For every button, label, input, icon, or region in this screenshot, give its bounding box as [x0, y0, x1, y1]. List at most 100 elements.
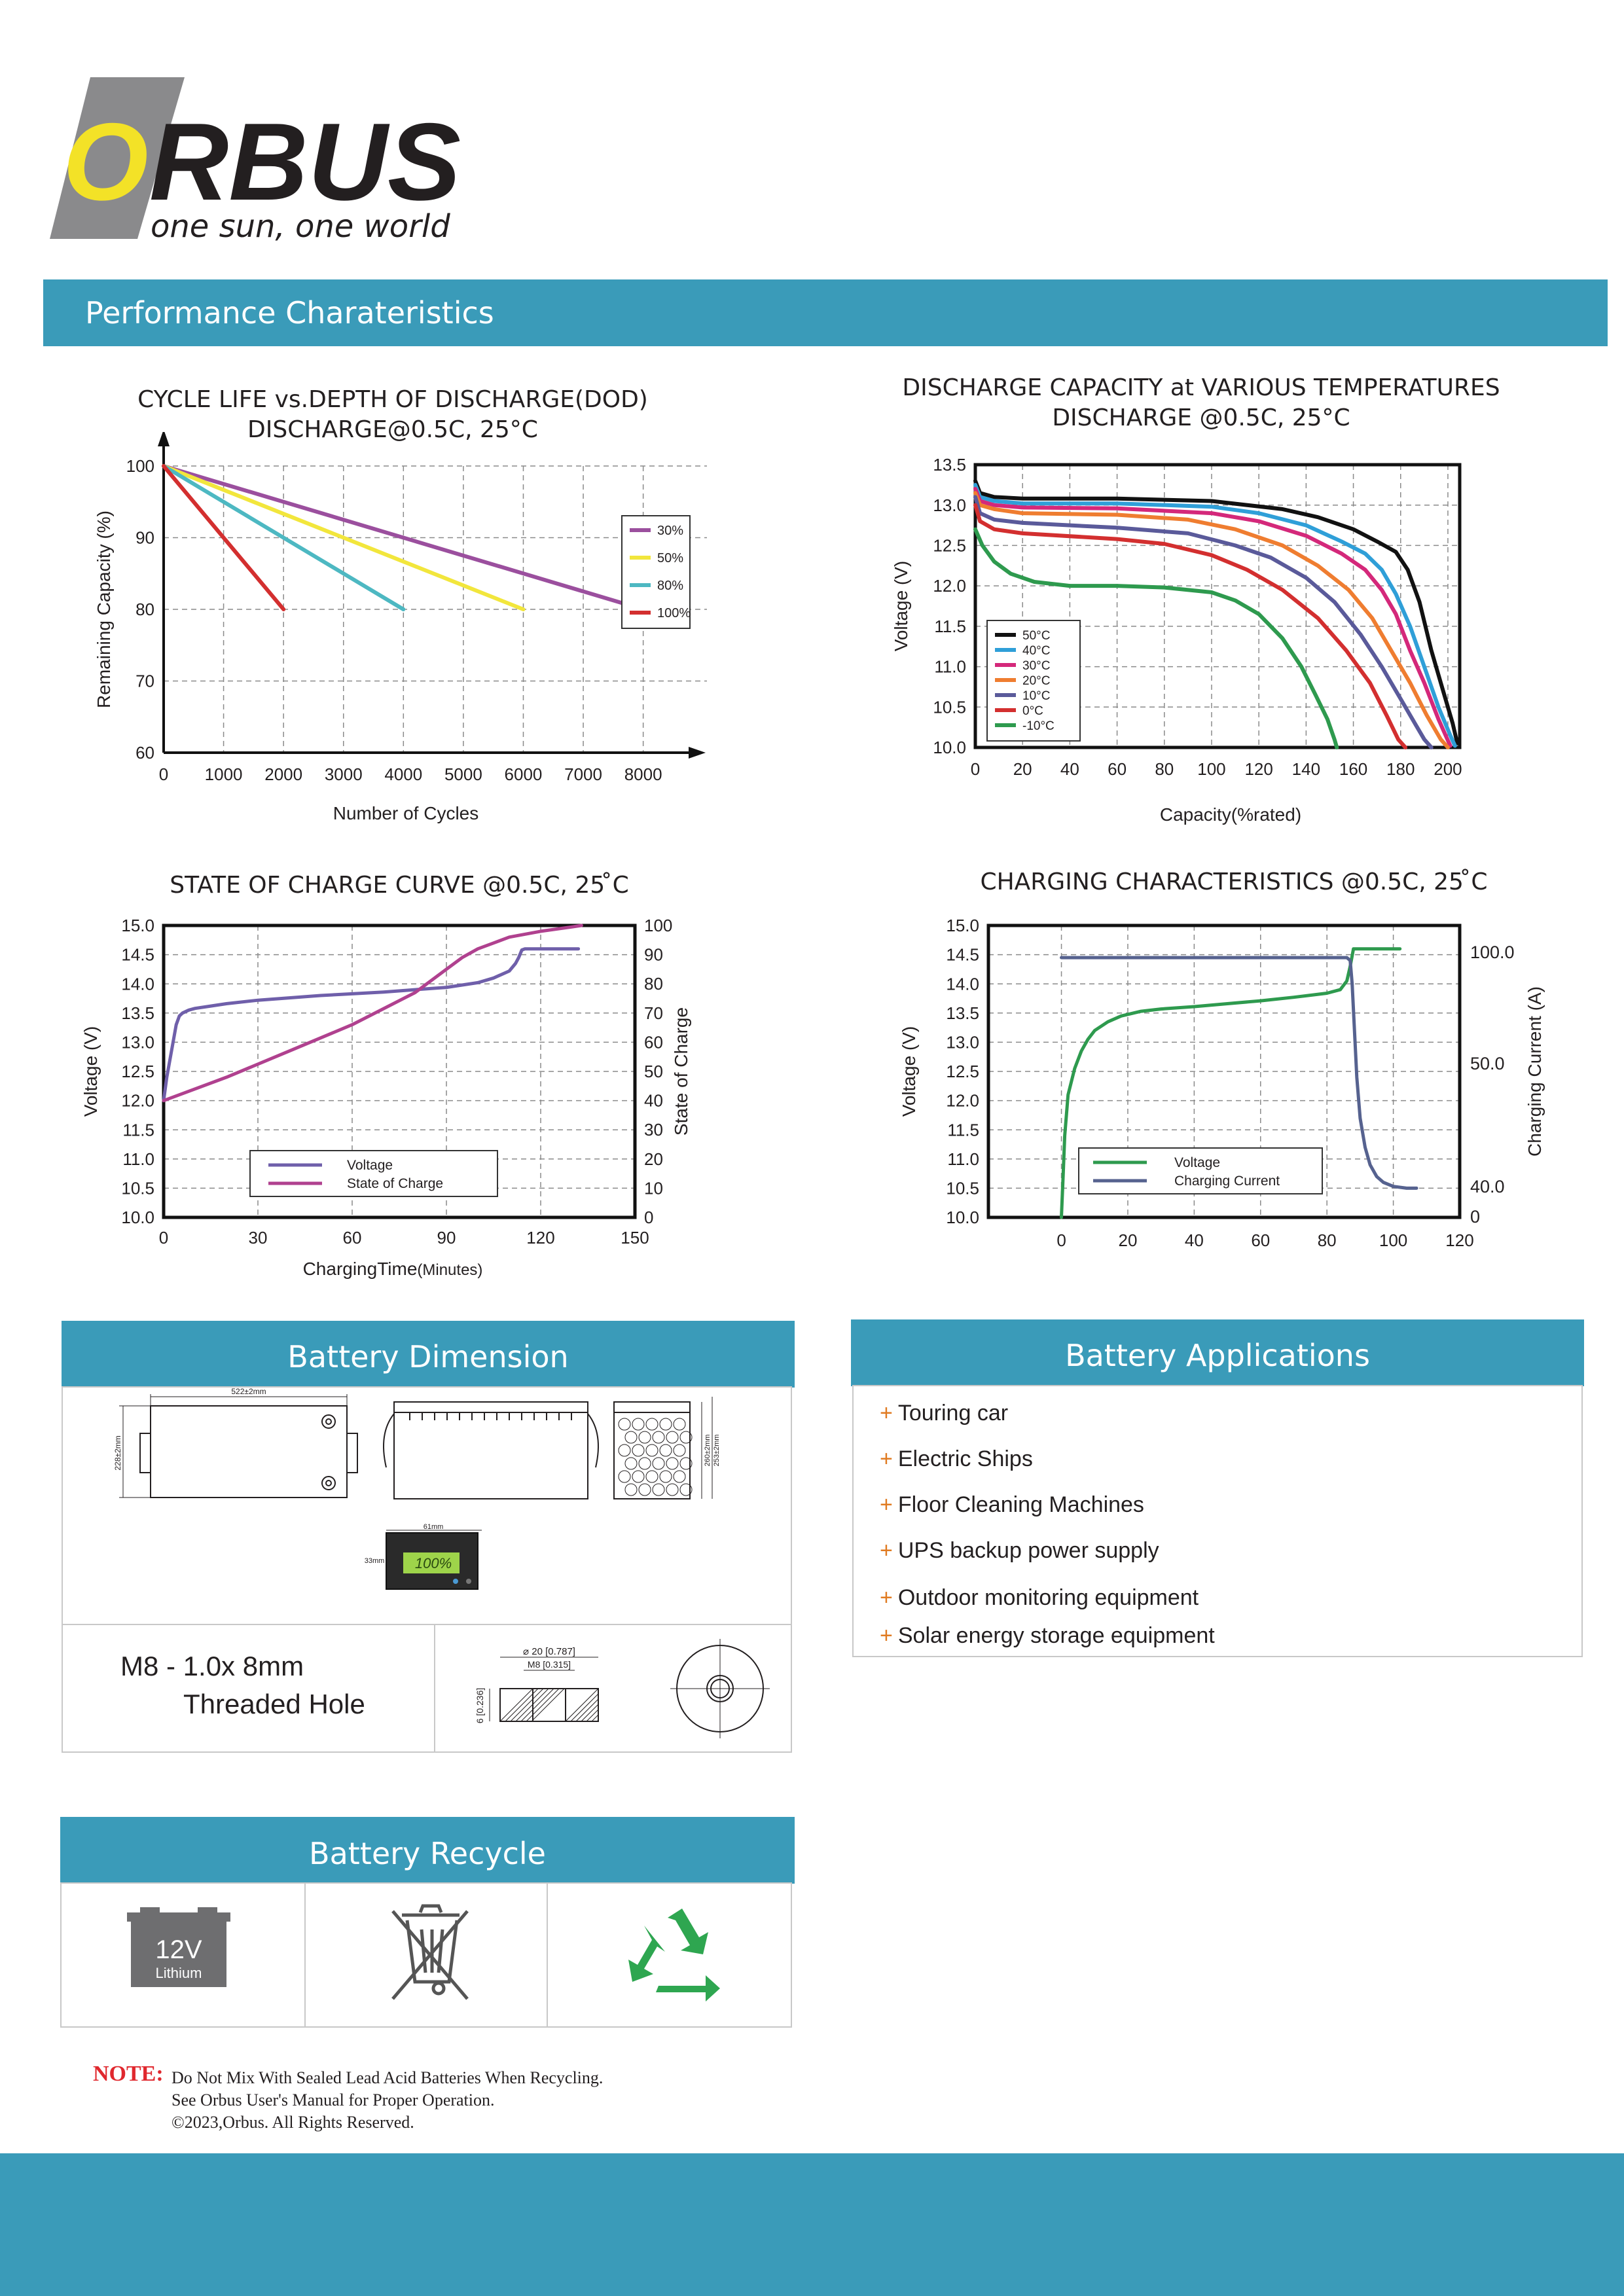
legend-label: 30% — [657, 524, 683, 538]
plus-icon: + — [880, 1623, 893, 1648]
hatch-line — [570, 1693, 599, 1722]
plus-icon: + — [880, 1585, 893, 1610]
application-label: Electric Ships — [897, 1446, 1033, 1471]
y-tick-label: 13.0 — [946, 1033, 979, 1052]
plot-frame — [986, 924, 1462, 1219]
dim-length-label: 522±2mm — [231, 1388, 266, 1396]
cell-circle — [618, 1470, 631, 1483]
battery-end-view — [613, 1397, 713, 1499]
x-tick-label: 120 — [1445, 1230, 1473, 1250]
battery-cell-pattern — [618, 1418, 693, 1496]
y2-tick-label: 50 — [644, 1062, 663, 1081]
y-tick-label: 11.0 — [122, 1149, 154, 1169]
performance-banner-title: Performance Charateristics — [85, 295, 494, 331]
y2-tick-label: 50.0 — [1470, 1054, 1505, 1073]
charging-title-line1: CHARGING CHARACTERISTICS @0.5C, 25 ̊C — [980, 869, 1488, 895]
note-line-3: ©2023,Orbus. All Rights Reserved. — [171, 2113, 414, 2132]
recycle-icon — [628, 1909, 720, 2001]
series-line-100- — [162, 464, 286, 611]
y-tick-label: 90 — [135, 528, 154, 548]
y-tick-label: 12.0 — [121, 1091, 154, 1111]
cell-circle — [638, 1457, 651, 1470]
battery-recycle-header: Battery Recycle — [60, 1817, 795, 1884]
cycle-chart-title: CYCLE LIFE vs.DEPTH OF DISCHARGE(DOD) DI… — [79, 385, 707, 445]
battery-top-view — [119, 1394, 358, 1498]
y2-tick-label: 10 — [644, 1178, 663, 1198]
application-label: UPS backup power supply — [897, 1538, 1159, 1563]
x-tick-label: 160 — [1339, 759, 1367, 779]
legend-label: Voltage — [347, 1158, 393, 1173]
x-tick-label: 40 — [1060, 759, 1079, 779]
x-tick-label: 90 — [437, 1228, 456, 1247]
y-tick-label: 10.0 — [946, 1208, 979, 1227]
cell-circle — [673, 1444, 686, 1457]
cell-circle — [632, 1470, 645, 1483]
y-tick-label: 11.5 — [947, 1120, 979, 1139]
y2-tick-label: 30 — [644, 1120, 663, 1139]
legend-label: State of Charge — [347, 1176, 443, 1191]
battery-dimension-drawings: 522±2mm 228±2mm 260±2mm 253±2mm 100% 61m… — [63, 1388, 791, 1751]
y-tick-label: 10.5 — [121, 1179, 154, 1198]
x-tick-label: 180 — [1386, 759, 1415, 779]
cell-circle — [666, 1483, 679, 1496]
cell-circle — [679, 1483, 693, 1496]
plus-icon: + — [880, 1401, 893, 1426]
y2-tick-label: 20 — [644, 1149, 663, 1169]
legend-label: 80% — [657, 579, 683, 593]
plus-icon: + — [880, 1538, 893, 1563]
series-line-20-c — [973, 491, 1450, 749]
x-tick-label: 6000 — [505, 764, 543, 784]
cell-circle — [673, 1470, 686, 1483]
y-tick-label: 14.5 — [946, 945, 979, 965]
x-axis-label: ChargingTime(Minutes) — [303, 1259, 483, 1279]
thread-line1: M8 - 1.0x 8mm — [120, 1651, 304, 1681]
application-label: Outdoor monitoring equipment — [897, 1585, 1199, 1610]
legend-label: 50°C — [1022, 629, 1050, 643]
series-line--10-c — [973, 527, 1339, 749]
application-item: + Electric Ships — [880, 1446, 1033, 1472]
battery-icon: 12V Lithium — [127, 1907, 230, 1987]
orbus-logo: O RBUS one sun, one world — [50, 77, 461, 242]
y-tick-label: 11.5 — [122, 1120, 154, 1139]
legend-label: 50% — [657, 551, 683, 565]
y-tick-label: 11.5 — [934, 617, 966, 636]
application-item: + Solar energy storage equipment — [880, 1623, 1215, 1649]
note-label: NOTE: — [93, 2062, 164, 2086]
cycle-title-line1: CYCLE LIFE vs.DEPTH OF DISCHARGE(DOD) — [137, 386, 648, 413]
charging-chart-title: CHARGING CHARACTERISTICS @0.5C, 25 ̊C — [903, 867, 1564, 897]
meter-height-label: 33mm — [365, 1557, 385, 1565]
y-tick-label: 12.0 — [946, 1091, 979, 1111]
x-tick-label: 7000 — [564, 764, 602, 784]
cell-circle — [624, 1457, 638, 1470]
temp-title-line2: DISCHARGE @0.5C, 25°C — [1052, 404, 1350, 431]
cell-circle — [652, 1483, 665, 1496]
charging-characteristics-chart: 0 20 40 60 80 100 120 10.0 10.5 11.0 11.5 12.0 12.5 1… — [899, 916, 1545, 1250]
cell-circle — [652, 1431, 665, 1444]
hatch-line — [515, 1688, 549, 1722]
charging-legend: Voltage Charging Current — [1078, 1147, 1323, 1194]
y-tick-label: 15.0 — [946, 916, 979, 935]
y-tick-label: 12.0 — [933, 576, 966, 596]
series-line-charging-current — [1060, 956, 1418, 1190]
temp-title-line1: DISCHARGE CAPACITY at VARIOUS TEMPERATUR… — [902, 374, 1500, 401]
cell-circle — [624, 1431, 638, 1444]
y2-tick-label: 0 — [1470, 1207, 1480, 1227]
cell-circle — [618, 1444, 631, 1457]
legend-label: 100% — [657, 606, 691, 620]
dim-inner-label: M8 [0.315] — [528, 1659, 571, 1670]
cell-circle — [659, 1418, 672, 1431]
series-line-50-c — [973, 478, 1460, 745]
soc-chart-title: STATE OF CHARGE CURVE @0.5C, 25 ̊C — [98, 870, 700, 901]
footer-band — [0, 2153, 1624, 2296]
hatch-line — [499, 1688, 533, 1722]
series-line-0-c — [973, 503, 1407, 749]
performance-banner: Performance Charateristics — [43, 279, 1608, 346]
x-tick-label: 3000 — [325, 764, 363, 784]
y-axis-label: Voltage (V) — [81, 1026, 101, 1117]
y-tick-label: 13.5 — [121, 1003, 154, 1023]
thread-top-view — [670, 1639, 770, 1738]
cell-circle — [632, 1444, 645, 1457]
hatch-line — [526, 1688, 560, 1722]
application-label: Touring car — [897, 1401, 1009, 1426]
hatch-line — [520, 1688, 554, 1722]
